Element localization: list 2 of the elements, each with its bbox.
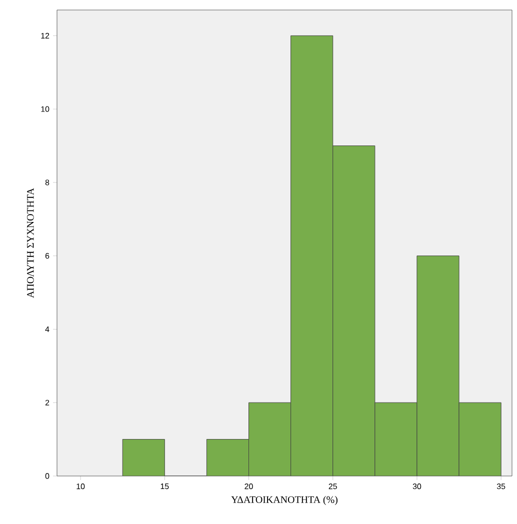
y-axis-title: ΑΠΟΛΥΤΗ ΣΥΧΝΟΤΗΤΑ <box>27 188 34 298</box>
x-axis-title: ΥΔΑΤΟΙΚΑΝΟΤΗΤΑ (%) <box>231 496 338 506</box>
